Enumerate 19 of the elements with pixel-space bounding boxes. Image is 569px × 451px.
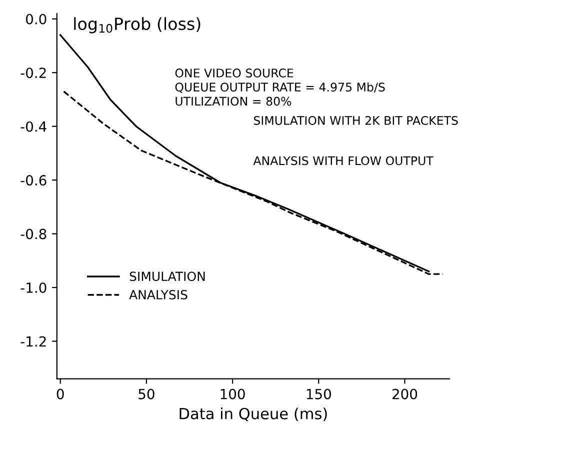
x-tick-label: 200 [392,388,418,400]
annotation: SIMULATION WITH 2K BIT PACKETS [254,116,458,125]
annotation: ONE VIDEO SOURCE QUEUE OUTPUT RATE = 4.975 Mb/S UTILIZATION = 80% [175,68,385,106]
annotation: ANALYSIS WITH FLOW OUTPUT [253,156,434,166]
y-tick-label: -0.2 [20,68,46,78]
y-tick-label: -0.8 [20,228,46,240]
legend-label: SIMULATION [130,272,205,282]
x-tick-label: 150 [306,388,331,400]
y-tick-label: -0.4 [20,121,46,132]
y-axis-title: log$_{10}$Prob (loss) [74,17,200,34]
x-tick-label: 0 [56,388,64,400]
y-tick-label: -1.0 [20,282,46,293]
x-tick-label: 50 [138,388,154,400]
legend-label: ANALYSIS [129,290,188,300]
y-tick-label: -0.6 [20,175,46,186]
x-tick-label: 100 [220,388,245,400]
x-axis-title: Data in Queue (ms) [180,408,327,422]
y-tick-label: -1.2 [20,336,46,347]
y-tick-label: 0.0 [26,14,46,24]
